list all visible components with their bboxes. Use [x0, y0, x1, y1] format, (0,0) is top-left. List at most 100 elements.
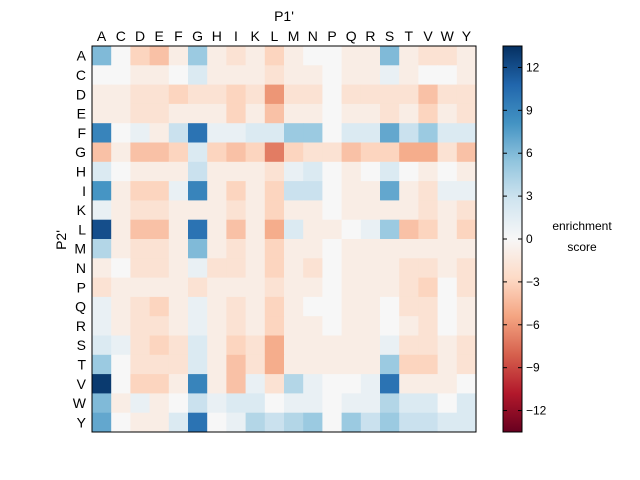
- heatmap-cell-S-S: [380, 335, 400, 356]
- heatmap-cell-A-N: [303, 46, 323, 66]
- heatmap-cell-E-F: [168, 103, 189, 124]
- heatmap-cell-W-I: [226, 393, 246, 414]
- heatmap-cell-C-M: [284, 65, 304, 85]
- heatmap-cell-K-C: [111, 200, 131, 221]
- heatmap-cell-Q-T: [399, 296, 419, 317]
- heatmap-cell-M-E: [149, 239, 170, 259]
- heatmap-cell-T-Q: [341, 354, 362, 375]
- heatmap-cell-G-S: [380, 142, 400, 163]
- heatmap-cell-F-C: [111, 123, 131, 143]
- heatmap-cell-F-E: [149, 123, 170, 143]
- heatmap-cell-N-K: [245, 258, 266, 278]
- heatmap-cell-A-F: [168, 46, 189, 66]
- heatmap-cell-L-R: [360, 219, 381, 240]
- colorbar-tick-label: 12: [526, 60, 540, 74]
- heatmap-cell-G-P: [322, 142, 342, 163]
- heatmap-cell-I-Y: [456, 181, 477, 201]
- colorbar-label-line2: score: [567, 240, 597, 254]
- heatmap-cell-E-Y: [456, 103, 477, 124]
- heatmap-cell-I-T: [399, 181, 419, 201]
- heatmap-cell-A-H: [207, 46, 227, 66]
- x-tick-label: Y: [462, 28, 472, 44]
- heatmap-cell-D-H: [207, 84, 227, 105]
- heatmap-cell-C-D: [130, 65, 150, 85]
- heatmap-cell-V-P: [322, 374, 342, 394]
- heatmap-cell-V-T: [399, 374, 419, 394]
- heatmap-cell-Q-A: [92, 296, 112, 317]
- heatmap-cell-S-L: [264, 335, 285, 356]
- heatmap-cell-A-L: [264, 46, 285, 66]
- heatmap-cell-Q-V: [418, 296, 438, 317]
- heatmap-cell-L-Q: [341, 219, 362, 240]
- heatmap-cell-N-T: [399, 258, 419, 278]
- heatmap-cell-V-G: [188, 374, 208, 394]
- y-tick-label: M: [74, 241, 86, 257]
- heatmap-cell-S-Q: [341, 335, 362, 356]
- heatmap-cell-H-G: [188, 161, 208, 182]
- heatmap-cell-K-K: [245, 200, 266, 221]
- x-tick-label: R: [365, 28, 375, 44]
- heatmap-cell-K-W: [437, 200, 458, 221]
- heatmap-cell-W-R: [360, 393, 381, 414]
- heatmap-cell-D-L: [264, 84, 285, 105]
- heatmap-cell-M-R: [360, 239, 381, 259]
- heatmap-cell-M-F: [168, 239, 189, 259]
- heatmap-cell-E-G: [188, 103, 208, 124]
- heatmap-cell-D-S: [380, 84, 400, 105]
- heatmap-cell-H-F: [168, 161, 189, 182]
- heatmap-cell-S-Y: [456, 335, 477, 356]
- heatmap-cell-P-S: [380, 277, 400, 298]
- heatmap-cell-P-E: [149, 277, 170, 298]
- heatmap-cell-A-W: [437, 46, 458, 66]
- heatmap-cell-V-Q: [341, 374, 362, 394]
- heatmap-cell-C-V: [418, 65, 438, 85]
- heatmap-cell-Y-Q: [341, 412, 362, 433]
- heatmap-cell-L-M: [284, 219, 304, 240]
- heatmap-cell-I-K: [245, 181, 266, 201]
- heatmap-cell-D-G: [188, 84, 208, 105]
- heatmap-cell-A-S: [380, 46, 400, 66]
- heatmap-cell-C-A: [92, 65, 112, 85]
- heatmap-cell-D-N: [303, 84, 323, 105]
- heatmap-cell-L-I: [226, 219, 246, 240]
- heatmap-cell-P-G: [188, 277, 208, 298]
- heatmap-cell-L-D: [130, 219, 150, 240]
- y-tick-label: I: [82, 183, 86, 199]
- heatmap-cell-T-G: [188, 354, 208, 375]
- heatmap-cell-G-T: [399, 142, 419, 163]
- heatmap-cell-T-Y: [456, 354, 477, 375]
- heatmap-cell-N-G: [188, 258, 208, 278]
- heatmap-cell-P-R: [360, 277, 381, 298]
- heatmap-cell-A-D: [130, 46, 150, 66]
- heatmap-cell-N-Y: [456, 258, 477, 278]
- heatmap-cell-A-E: [149, 46, 170, 66]
- heatmap-cell-G-M: [284, 142, 304, 163]
- heatmap-cell-S-T: [399, 335, 419, 356]
- heatmap-cell-M-P: [322, 239, 342, 259]
- heatmap-cell-P-V: [418, 277, 438, 298]
- heatmap-cell-F-W: [437, 123, 458, 143]
- heatmap-cell-H-Q: [341, 161, 362, 182]
- heatmap-cell-R-F: [168, 316, 189, 336]
- heatmap-cell-I-F: [168, 181, 189, 201]
- heatmap-cell-G-G: [188, 142, 208, 163]
- heatmap-cell-N-A: [92, 258, 112, 278]
- heatmap-cell-C-G: [188, 65, 208, 85]
- heatmap-cell-G-E: [149, 142, 170, 163]
- heatmap-cell-F-Y: [456, 123, 477, 143]
- heatmap-cell-I-M: [284, 181, 304, 201]
- heatmap-cell-Q-L: [264, 296, 285, 317]
- heatmap-cell-K-V: [418, 200, 438, 221]
- heatmap-cell-W-M: [284, 393, 304, 414]
- heatmap-cell-E-H: [207, 103, 227, 124]
- heatmap-cell-F-M: [284, 123, 304, 143]
- heatmap-cell-Q-M: [284, 296, 304, 317]
- heatmap-cell-V-H: [207, 374, 227, 394]
- heatmap-cell-S-N: [303, 335, 323, 356]
- heatmap-cell-V-M: [284, 374, 304, 394]
- heatmap-cell-W-D: [130, 393, 150, 414]
- heatmap-cell-T-R: [360, 354, 381, 375]
- heatmap-cell-S-C: [111, 335, 131, 356]
